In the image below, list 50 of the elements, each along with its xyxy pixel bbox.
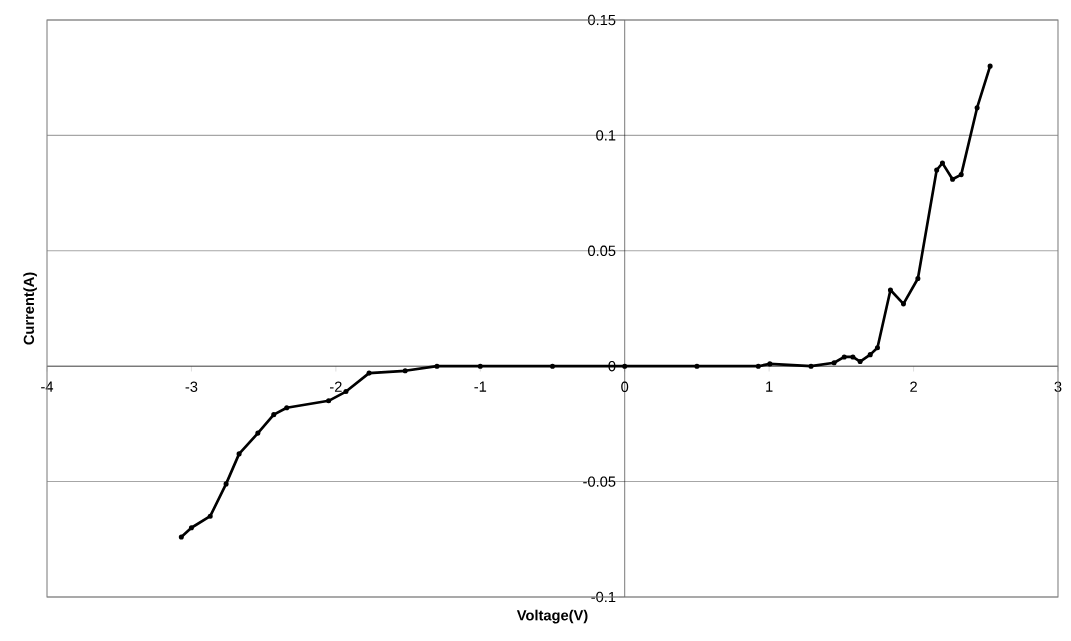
point <box>549 363 556 369</box>
x-tick-label: 1 <box>766 381 773 392</box>
point <box>939 160 945 166</box>
point <box>223 481 229 487</box>
point <box>271 412 277 418</box>
point <box>887 287 893 293</box>
point <box>434 363 440 369</box>
x-tick-label: -2 <box>329 381 342 392</box>
x-tick-label: -1 <box>474 381 487 392</box>
point <box>950 176 956 182</box>
y-tick-label: 0.1 <box>596 130 616 141</box>
point <box>477 363 483 369</box>
x-tick-label: 2 <box>910 381 917 392</box>
point <box>255 430 261 436</box>
x-tick-label: 3 <box>1054 381 1062 392</box>
point <box>841 354 847 360</box>
point <box>207 513 213 519</box>
x-tick-label: 0 <box>621 381 629 392</box>
point <box>326 398 332 404</box>
point <box>958 172 964 178</box>
point <box>874 345 880 351</box>
x-tick-label: -4 <box>41 381 54 392</box>
point <box>915 275 921 282</box>
point <box>178 534 184 540</box>
y-tick-label: -0.1 <box>591 591 616 603</box>
point <box>974 105 980 111</box>
point <box>831 360 837 366</box>
point <box>767 361 773 367</box>
point <box>694 363 700 369</box>
point <box>987 63 993 69</box>
point <box>867 352 873 358</box>
point <box>934 167 940 173</box>
point <box>857 359 863 365</box>
y-tick-label: 0.15 <box>588 14 616 26</box>
y-axis-title: Current(A) <box>23 272 37 345</box>
point <box>808 363 814 369</box>
y-tick-label: 0.05 <box>588 245 616 256</box>
y-tick-label: -0.05 <box>583 476 616 487</box>
point <box>284 405 290 411</box>
point <box>755 363 761 369</box>
point <box>402 368 408 374</box>
point <box>188 525 194 531</box>
x-axis-title: Voltage(V) <box>516 609 588 624</box>
point <box>366 370 372 376</box>
x-tick-label: -3 <box>185 381 198 392</box>
point <box>236 451 242 457</box>
point <box>900 301 906 307</box>
point <box>343 389 349 395</box>
point <box>850 354 856 360</box>
point <box>622 363 628 369</box>
